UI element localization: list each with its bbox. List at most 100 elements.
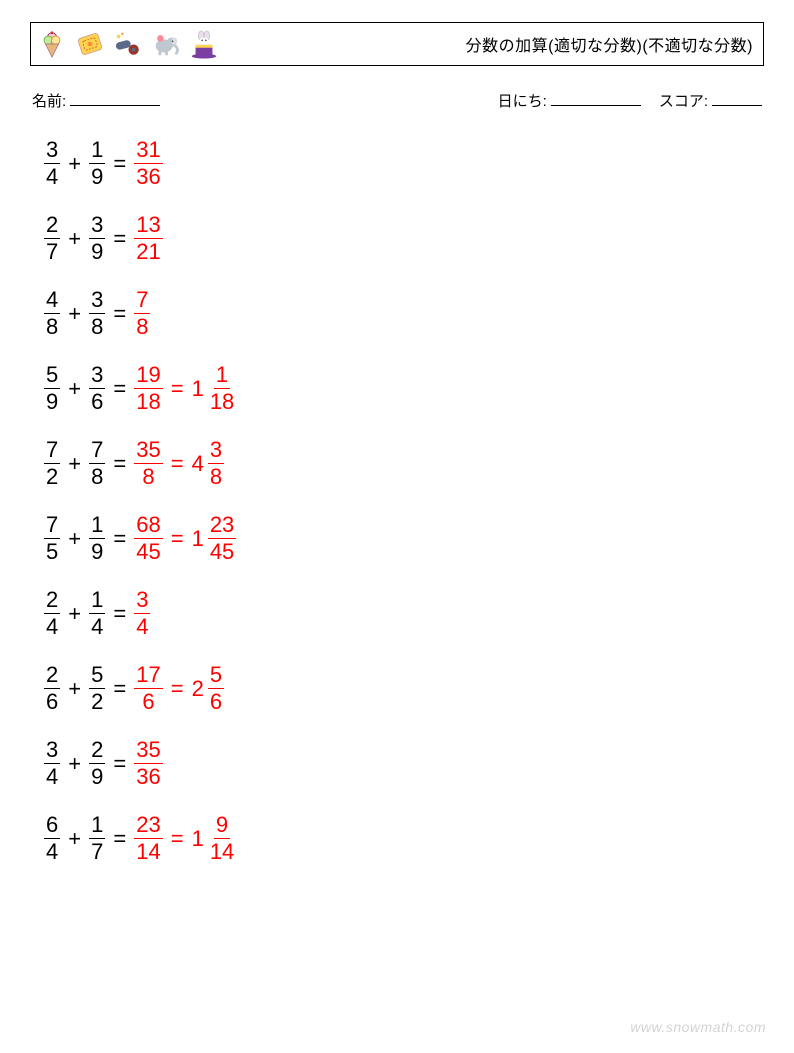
fraction: 38: [208, 439, 224, 488]
problem-row: 27 +39 = 1321: [44, 214, 764, 263]
name-label: 名前:: [32, 90, 66, 111]
fraction: 176: [134, 664, 162, 713]
plus-operator: +: [68, 528, 81, 550]
problem-row: 72+78=358=438: [44, 439, 764, 488]
fraction: 2345: [208, 514, 236, 563]
fraction-numerator: 13: [134, 214, 162, 239]
fraction-denominator: 7: [44, 239, 60, 263]
fraction: 358: [134, 439, 162, 488]
fraction-numerator: 35: [134, 439, 162, 464]
fraction-denominator: 36: [134, 764, 162, 788]
fraction-numerator: 2: [44, 664, 60, 689]
fraction-denominator: 8: [89, 464, 105, 488]
fraction-numerator: 1: [89, 139, 105, 164]
problem-row: 59+36=1918=1118: [44, 364, 764, 413]
fraction: 34: [44, 139, 60, 188]
fraction-numerator: 1: [89, 589, 105, 614]
fraction-numerator: 1: [214, 364, 230, 389]
equals-sign: =: [113, 228, 126, 250]
fraction-denominator: 4: [44, 614, 60, 638]
worksheet-title: 分数の加算(適切な分数)(不適切な分数): [466, 32, 753, 56]
fraction-denominator: 4: [44, 164, 60, 188]
equals-sign: =: [113, 753, 126, 775]
equals-sign: =: [113, 303, 126, 325]
fraction-numerator: 5: [208, 664, 224, 689]
fraction: 64: [44, 814, 60, 863]
plus-operator: +: [68, 753, 81, 775]
fraction-numerator: 2: [44, 589, 60, 614]
fraction-numerator: 3: [44, 139, 60, 164]
answer: 1321: [134, 214, 162, 263]
problem-row: 34+19=3136: [44, 139, 764, 188]
fraction-denominator: 6: [44, 689, 60, 713]
fraction-numerator: 3: [44, 739, 60, 764]
fraction-denominator: 21: [134, 239, 162, 263]
fraction-denominator: 6: [208, 689, 224, 713]
plus-operator: +: [68, 828, 81, 850]
problem-row: 64+17=2314=1914: [44, 814, 764, 863]
fraction-numerator: 35: [134, 739, 162, 764]
answer: 6845=12345: [134, 514, 236, 563]
fraction-denominator: 8: [208, 464, 224, 488]
plus-operator: +: [68, 228, 81, 250]
mixed-whole: 2: [192, 678, 204, 700]
ice-cream-icon: [37, 29, 67, 59]
fraction-numerator: 3: [134, 589, 150, 614]
fraction-denominator: 7: [89, 839, 105, 863]
fraction-numerator: 68: [134, 514, 162, 539]
mixed-whole: 4: [192, 453, 204, 475]
fraction: 14: [89, 589, 105, 638]
fraction-denominator: 36: [134, 164, 162, 188]
fraction-denominator: 4: [134, 614, 150, 638]
fraction: 914: [208, 814, 236, 863]
fraction-denominator: 9: [89, 239, 105, 263]
fraction-numerator: 6: [44, 814, 60, 839]
fraction-numerator: 4: [44, 289, 60, 314]
answer: 78: [134, 289, 150, 338]
fraction: 56: [208, 664, 224, 713]
fraction-numerator: 5: [44, 364, 60, 389]
fraction: 1918: [134, 364, 162, 413]
fraction-numerator: 7: [44, 439, 60, 464]
fraction-denominator: 9: [89, 764, 105, 788]
fraction-denominator: 2: [89, 689, 105, 713]
fraction: 27: [44, 214, 60, 263]
fraction-denominator: 4: [89, 614, 105, 638]
fraction-denominator: 8: [140, 464, 156, 488]
date-label: 日にち:: [498, 90, 547, 111]
plus-operator: +: [68, 603, 81, 625]
fraction: 19: [89, 139, 105, 188]
name-blank: [70, 92, 160, 106]
equals-sign: =: [113, 603, 126, 625]
fraction-numerator: 17: [134, 664, 162, 689]
fraction-numerator: 1: [89, 814, 105, 839]
mixed-whole: 1: [192, 828, 204, 850]
fraction-denominator: 45: [208, 539, 236, 563]
fraction: 72: [44, 439, 60, 488]
equals-sign: =: [113, 828, 126, 850]
answer: 3136: [134, 139, 162, 188]
fraction: 78: [89, 439, 105, 488]
equals-sign: =: [113, 678, 126, 700]
fraction-numerator: 2: [44, 214, 60, 239]
fraction: 6845: [134, 514, 162, 563]
header-icons: [37, 29, 219, 59]
fraction-numerator: 1: [89, 514, 105, 539]
fraction-denominator: 14: [208, 839, 236, 863]
fraction-numerator: 31: [134, 139, 162, 164]
mixed-whole: 1: [192, 378, 204, 400]
fraction-denominator: 5: [44, 539, 60, 563]
fraction-denominator: 9: [44, 389, 60, 413]
plus-operator: +: [68, 378, 81, 400]
mixed-whole: 1: [192, 528, 204, 550]
fraction-numerator: 3: [89, 214, 105, 239]
fraction: 75: [44, 514, 60, 563]
fraction-denominator: 4: [44, 764, 60, 788]
fraction-denominator: 8: [44, 314, 60, 338]
fraction: 26: [44, 664, 60, 713]
fraction: 118: [208, 364, 236, 413]
fraction-denominator: 2: [44, 464, 60, 488]
fraction-denominator: 4: [44, 839, 60, 863]
fraction: 1321: [134, 214, 162, 263]
fraction-numerator: 3: [208, 439, 224, 464]
